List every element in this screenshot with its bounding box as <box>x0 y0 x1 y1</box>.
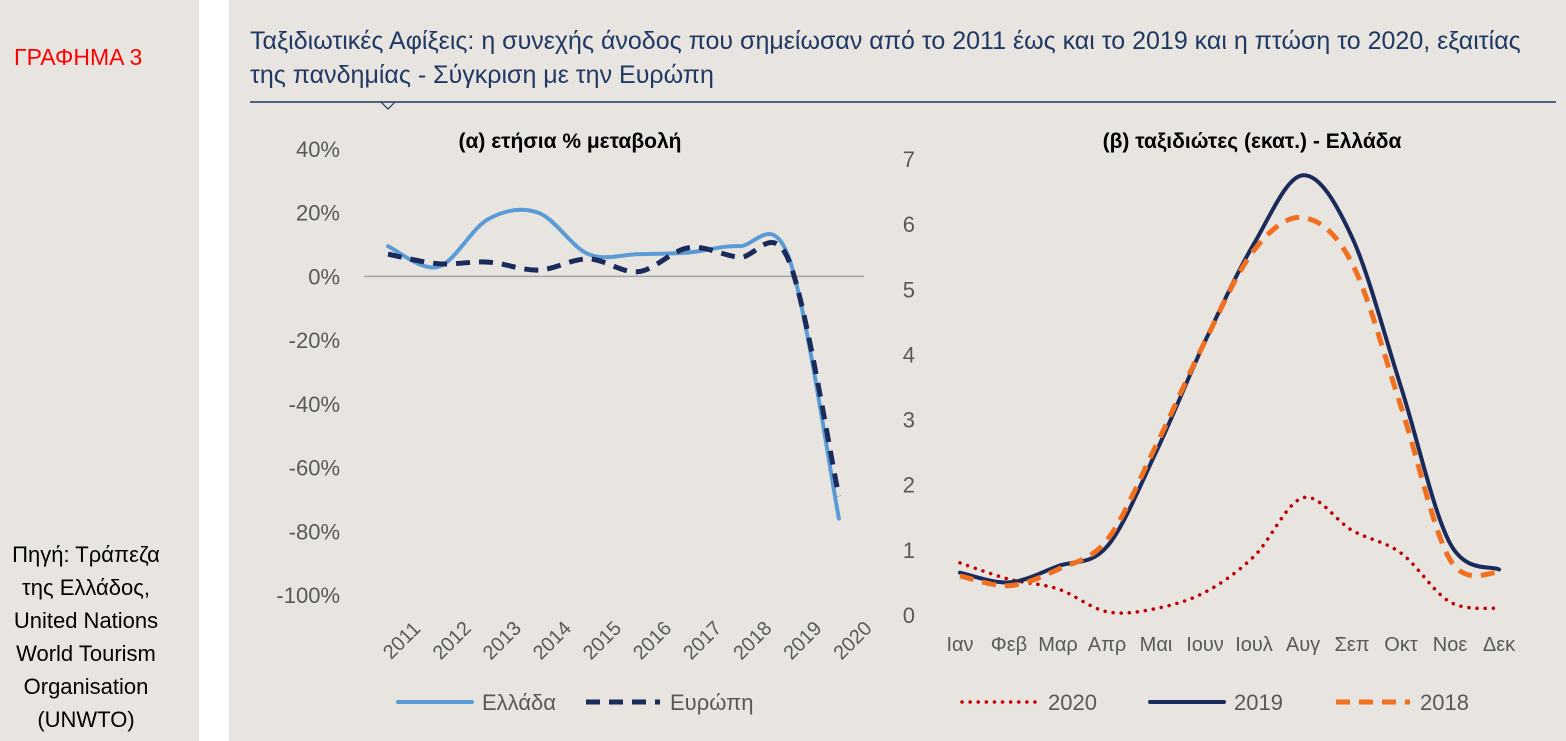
left-panel: ΓΡΑΦΗΜΑ 3 Πηγή: Τράπεζα της Ελλάδος, Uni… <box>0 0 199 741</box>
chart-label: ΓΡΑΦΗΜΑ 3 <box>14 44 143 70</box>
series-line-Ελλάδα <box>386 207 841 521</box>
legend-label: Ελλάδα <box>482 690 556 715</box>
y-tick-label: 20% <box>296 201 340 226</box>
y-tick-label: 40% <box>296 137 340 162</box>
x-tick-label: Σεπ <box>1334 634 1369 656</box>
x-tick-label: Οκτ <box>1384 634 1418 656</box>
x-tick-label: 2020 <box>830 617 877 664</box>
y-tick-label: -100% <box>276 583 340 608</box>
y-tick-label: 7 <box>903 147 915 172</box>
y-tick-label: 0 <box>903 603 915 628</box>
main-title: Ταξιδιωτικές Αφίξεις: η συνεχής άνοδος π… <box>250 27 1521 89</box>
y-tick-label: -20% <box>289 328 340 353</box>
x-tick-label: Μαι <box>1140 634 1173 656</box>
series-line-Ευρώπη <box>387 240 842 497</box>
y-tick-label: -60% <box>289 456 340 481</box>
legend-label: 2020 <box>1048 690 1097 715</box>
series-line-2020 <box>958 495 1501 615</box>
y-tick-label: 4 <box>903 342 915 367</box>
x-tick-label: 2014 <box>529 617 576 664</box>
chart-title: (β) ταξιδιώτες (εκατ.) - Ελλάδα <box>1103 130 1402 153</box>
legend-label: Ευρώπη <box>670 690 754 715</box>
chart-title: (α) ετήσια % μεταβολή <box>458 130 681 153</box>
x-tick-label: Ιουλ <box>1235 634 1273 656</box>
source-note: Πηγή: Τράπεζα της Ελλάδος, United Nation… <box>12 542 160 732</box>
x-tick-label: 2019 <box>779 617 826 664</box>
y-tick-label: 5 <box>903 277 915 302</box>
x-tick-label: Αυγ <box>1286 634 1320 656</box>
y-tick-label: 6 <box>903 212 915 237</box>
legend-label: 2018 <box>1420 690 1469 715</box>
x-tick-label: 2017 <box>679 617 726 664</box>
x-tick-label: 2011 <box>379 618 425 664</box>
x-tick-label: Ιουν <box>1186 634 1224 656</box>
x-tick-label: Δεκ <box>1483 634 1516 656</box>
x-tick-label: 2018 <box>729 617 776 664</box>
title-underline-notch <box>380 101 396 110</box>
y-tick-label: 3 <box>903 408 915 433</box>
y-tick-label: 2 <box>903 473 915 498</box>
y-tick-label: -40% <box>289 392 340 417</box>
y-tick-label: 1 <box>903 538 915 563</box>
x-tick-label: 2012 <box>429 617 476 664</box>
y-tick-label: 0% <box>308 264 340 289</box>
x-tick-label: Νοε <box>1433 634 1468 656</box>
y-tick-label: -80% <box>289 519 340 544</box>
legend-label: 2019 <box>1234 690 1283 715</box>
x-tick-label: 2013 <box>479 617 526 664</box>
x-tick-label: Φεβ <box>991 634 1027 656</box>
main-panel <box>229 0 1566 741</box>
x-tick-label: Μαρ <box>1038 634 1078 656</box>
x-tick-label: Ιαν <box>946 634 973 656</box>
series-line-2018 <box>959 214 1500 589</box>
x-tick-label: Απρ <box>1088 634 1127 656</box>
x-tick-label: 2016 <box>629 617 676 664</box>
series-line-2019 <box>958 173 1501 585</box>
x-tick-label: 2015 <box>579 617 626 664</box>
